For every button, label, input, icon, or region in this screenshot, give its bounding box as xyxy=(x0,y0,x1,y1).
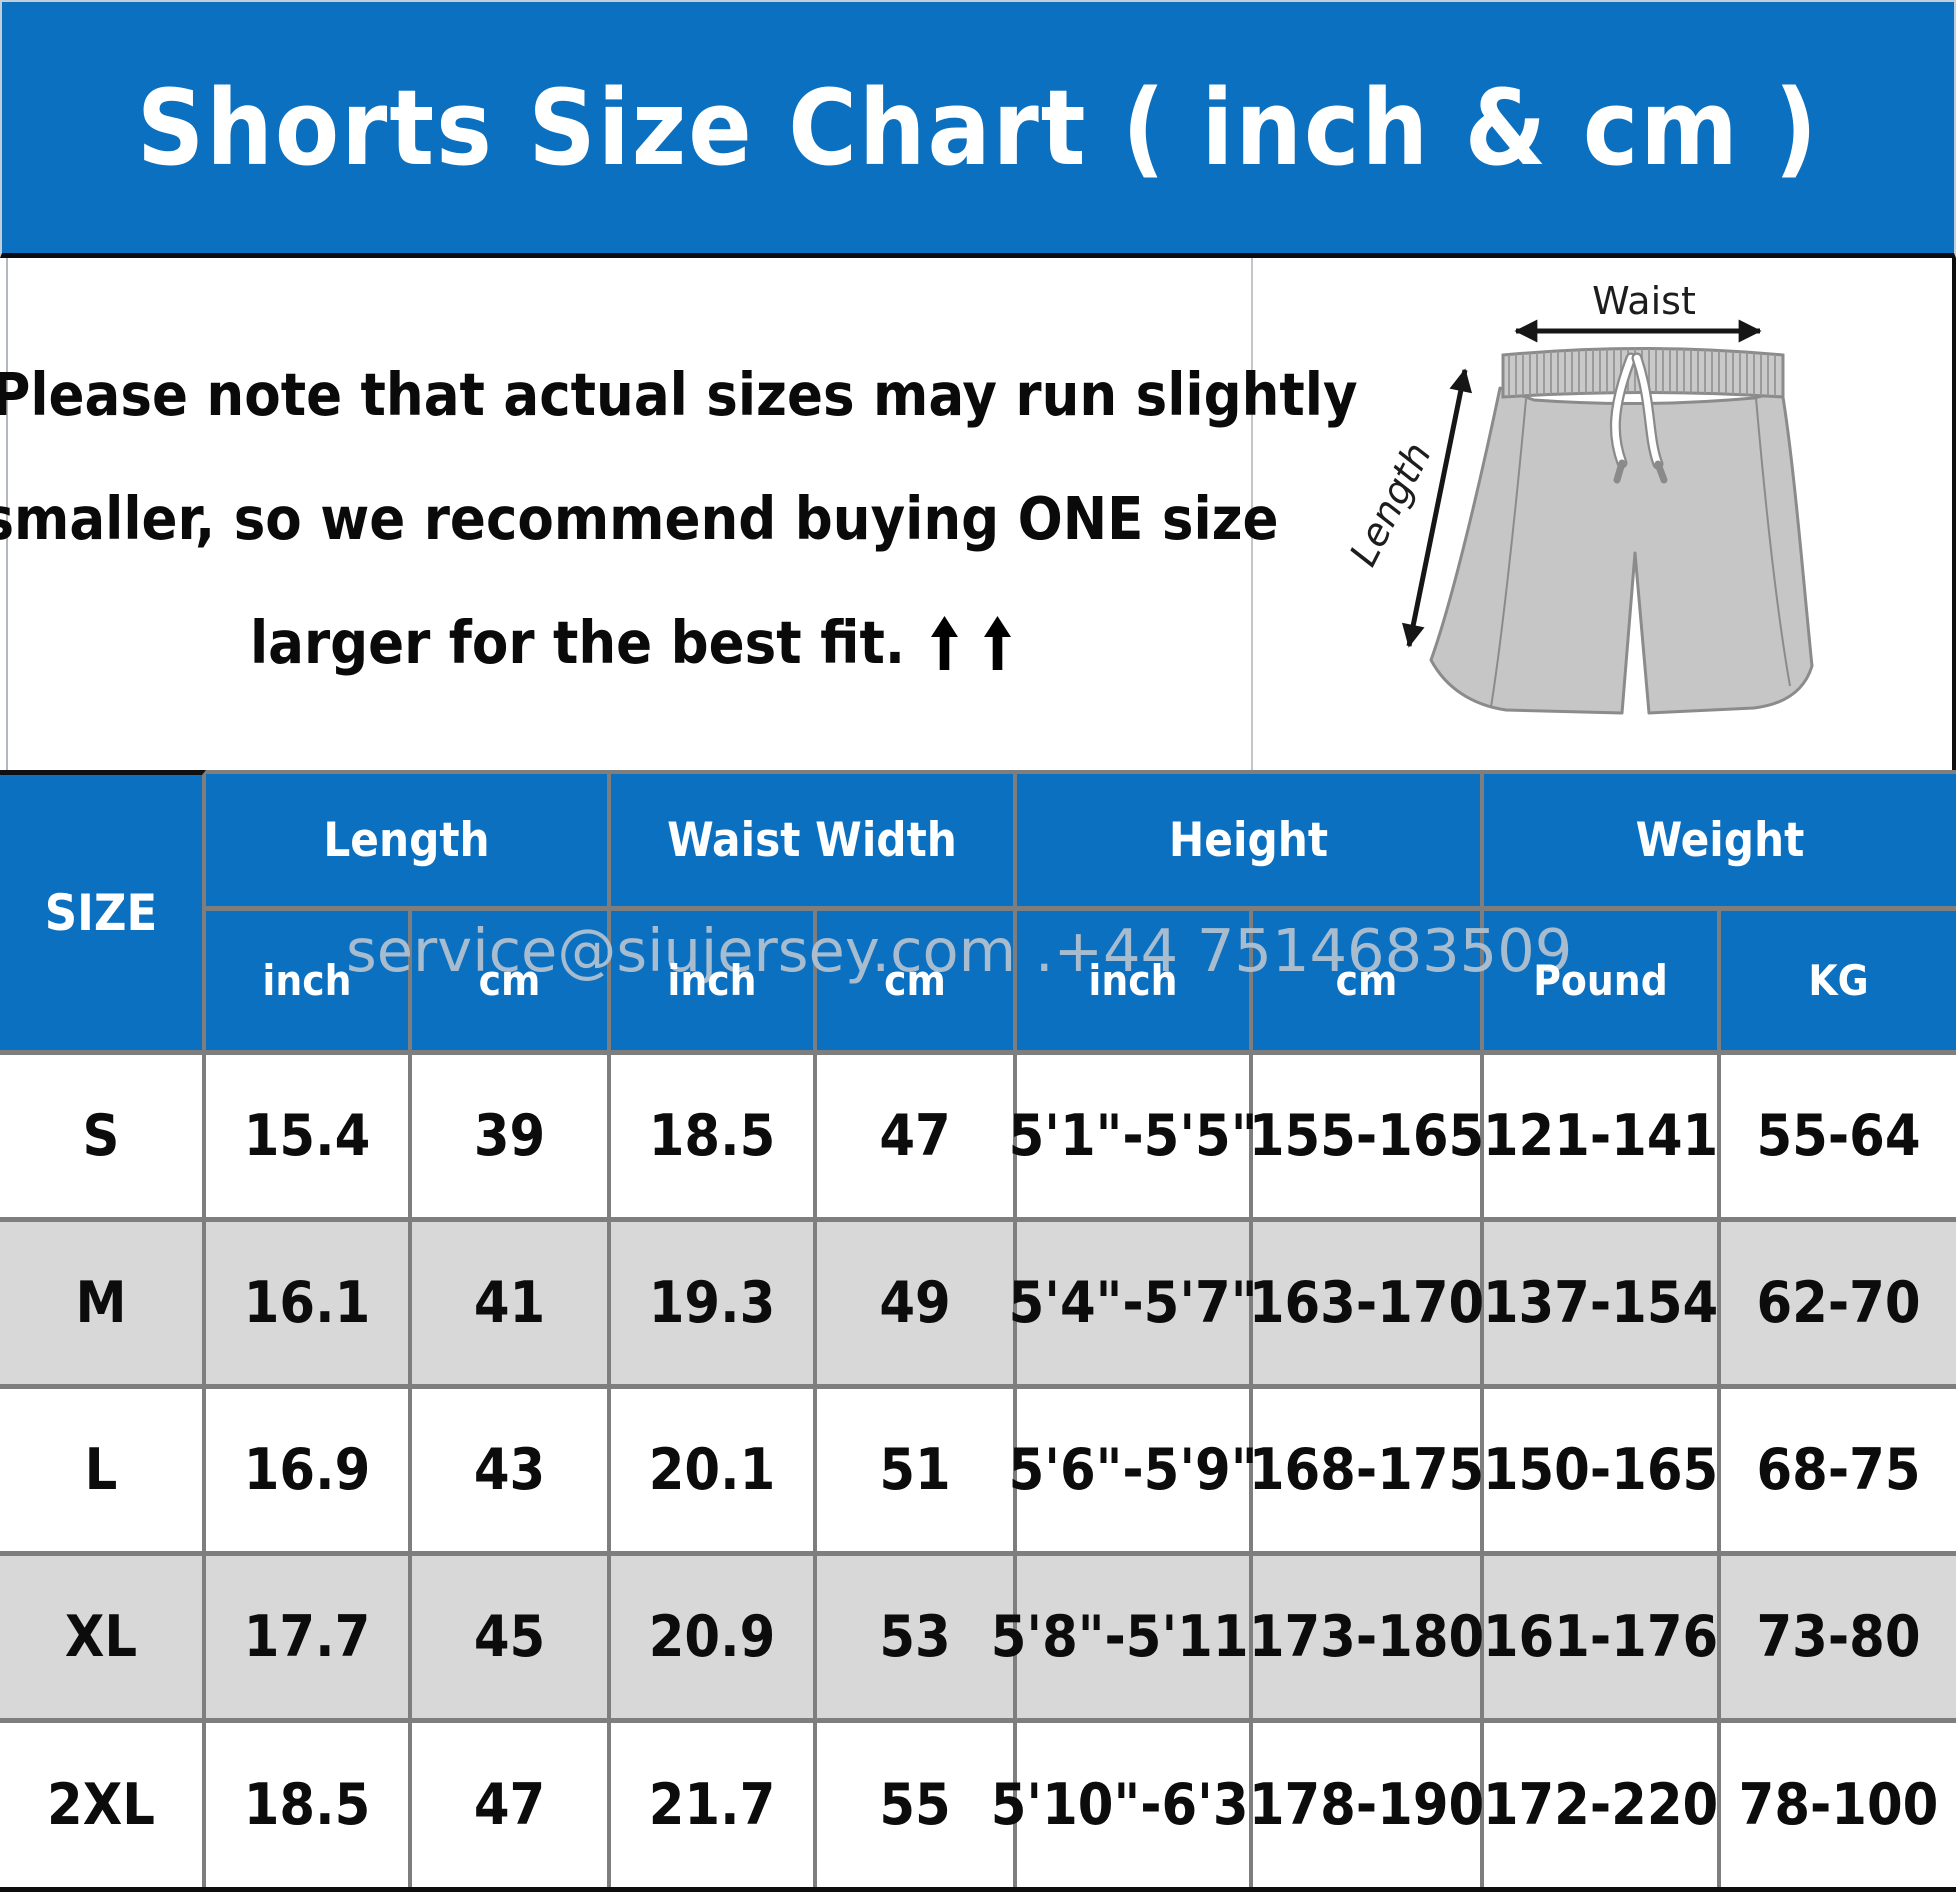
header-cell-weight: Weight xyxy=(1484,770,1956,911)
data-cell: 49 xyxy=(817,1222,1017,1389)
data-cell: 17.7 xyxy=(206,1556,412,1723)
header-cell-length: Length xyxy=(206,770,611,911)
note-text: smaller, so we recommend buying ONE size xyxy=(0,484,1279,553)
note-line-2: smaller, so we recommend buying ONE size xyxy=(0,457,1279,581)
data-cell: 16.1 xyxy=(206,1222,412,1389)
data-cell: 73-80 xyxy=(1721,1556,1956,1723)
header-cell-height: Height xyxy=(1017,770,1484,911)
subheader-weight-kg: KG xyxy=(1721,911,1956,1055)
length-label: Length xyxy=(1341,435,1440,572)
section-divider xyxy=(1251,258,1253,770)
data-cell: 121-141 xyxy=(1483,1055,1721,1222)
data-cell: 16.9 xyxy=(206,1389,412,1556)
data-cell: 15.4 xyxy=(206,1055,412,1222)
subheader-height-inch: inch xyxy=(1017,911,1253,1055)
data-cell: 55-64 xyxy=(1721,1055,1956,1222)
left-edge-line xyxy=(6,258,8,770)
data-cell: 78-100 xyxy=(1721,1723,1956,1887)
note-text: larger for the best fit. xyxy=(249,608,906,677)
data-cell: 155-165 xyxy=(1249,1055,1484,1222)
data-cell: 163-170 xyxy=(1249,1222,1484,1389)
data-cell: 161-176 xyxy=(1483,1556,1721,1723)
note-line-3: larger for the best fit. xyxy=(249,581,1012,705)
size-cell: 2XL xyxy=(0,1723,206,1887)
page-title: Shorts Size Chart ( inch & cm ) xyxy=(136,66,1820,189)
data-cell: 45 xyxy=(412,1556,611,1723)
data-cell: 41 xyxy=(412,1222,611,1389)
header-cell-size: SIZE xyxy=(0,770,206,1055)
data-cell: 47 xyxy=(412,1723,611,1887)
shorts-diagram: Waist xyxy=(1341,279,1814,715)
data-cell: 168-175 xyxy=(1249,1389,1484,1556)
size-cell: S xyxy=(0,1055,206,1222)
data-cell: 5'4"-5'7" xyxy=(1009,1222,1257,1389)
middle-section: Please note that actual sizes may run sl… xyxy=(0,258,1956,770)
note-line-1: Please note that actual sizes may run sl… xyxy=(0,333,1358,457)
data-cell: 19.3 xyxy=(611,1222,817,1389)
data-cell: 55 xyxy=(817,1723,1017,1887)
header-cell-waist-width: Waist Width xyxy=(611,770,1017,911)
data-cell: 53 xyxy=(817,1556,1017,1723)
data-cell: 18.5 xyxy=(611,1055,817,1222)
data-cell: 5'6"-5'9" xyxy=(1009,1389,1257,1556)
note-text: Please note that actual sizes may run sl… xyxy=(0,360,1358,429)
data-cell: 5'10"-6'3" xyxy=(991,1723,1275,1887)
data-cell: 68-75 xyxy=(1721,1389,1956,1556)
data-cell: 20.1 xyxy=(611,1389,817,1556)
size-cell: M xyxy=(0,1222,206,1389)
subheader-length-inch: inch xyxy=(206,911,412,1055)
data-cell: 173-180 xyxy=(1249,1556,1484,1723)
subheader-height-cm: cm xyxy=(1253,911,1484,1055)
up-arrow-icon xyxy=(931,616,959,670)
data-cell: 5'8"-5'11" xyxy=(991,1556,1275,1723)
subheader-weight-pound: Pound xyxy=(1484,911,1721,1055)
data-cell: 178-190 xyxy=(1249,1723,1484,1887)
up-arrow-icon xyxy=(984,616,1012,670)
size-note: Please note that actual sizes may run sl… xyxy=(0,258,1358,770)
data-cell: 137-154 xyxy=(1483,1222,1721,1389)
waist-label: Waist xyxy=(1592,279,1696,323)
data-cell: 51 xyxy=(817,1389,1017,1556)
subheader-waist-cm: cm xyxy=(817,911,1017,1055)
data-cell: 20.9 xyxy=(611,1556,817,1723)
data-cell: 150-165 xyxy=(1483,1389,1721,1556)
subheader-length-cm: cm xyxy=(412,911,611,1055)
subheader-waist-inch: inch xyxy=(611,911,817,1055)
title-banner: Shorts Size Chart ( inch & cm ) xyxy=(0,0,1956,258)
data-cell: 43 xyxy=(412,1389,611,1556)
size-cell: L xyxy=(0,1389,206,1556)
data-cell: 18.5 xyxy=(206,1723,412,1887)
data-cell: 5'1"-5'5" xyxy=(1009,1055,1257,1222)
size-cell: XL xyxy=(0,1556,206,1723)
data-cell: 172-220 xyxy=(1483,1723,1721,1887)
data-cell: 39 xyxy=(412,1055,611,1222)
data-cell: 47 xyxy=(817,1055,1017,1222)
size-table: SIZE Length Waist Width Height Weight in… xyxy=(0,770,1956,1892)
data-cell: 21.7 xyxy=(611,1723,817,1887)
data-cell: 62-70 xyxy=(1721,1222,1956,1389)
